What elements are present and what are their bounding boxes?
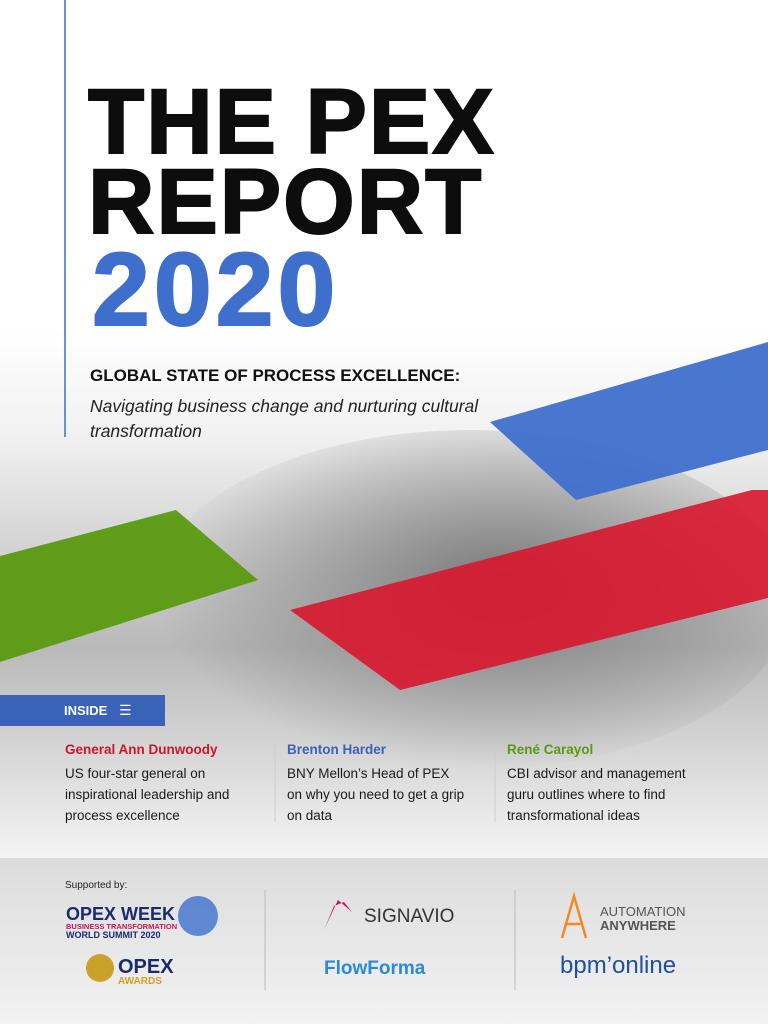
inside-item: General Ann Dunwoody US four-star genera… <box>65 742 270 826</box>
opex-awards-sub: AWARDS <box>118 976 162 987</box>
opex-week-globe <box>178 896 218 936</box>
inside-label: INSIDE <box>64 703 108 718</box>
supported-by: Supported by: <box>65 880 128 891</box>
blue-stripe <box>490 342 768 500</box>
inside-banner: INSIDE ☰ <box>0 695 165 726</box>
automation-logo: AUTOMATION <box>600 904 686 919</box>
item-text: US four-star general on inspirational le… <box>65 766 230 823</box>
title-line: THE PEX <box>87 71 496 173</box>
inside-item: René Carayol CBI advisor and management … <box>507 742 712 826</box>
item-name: Brenton Harder <box>287 742 387 757</box>
flowforma-logo: FlowForma <box>324 958 426 979</box>
inside-item: Brenton Harder BNY Mellon’s Head of PEX … <box>287 742 492 826</box>
anywhere-logo: ANYWHERE <box>600 918 676 933</box>
automation-anywhere-icon <box>560 891 588 939</box>
signavio-logo: SIGNAVIO <box>364 906 455 927</box>
green-stripe <box>0 510 258 662</box>
red-stripe <box>290 490 768 690</box>
opex-awards-icon <box>86 954 114 982</box>
title-line: REPORT <box>87 151 484 253</box>
tagline: Navigating business change and nurturing… <box>90 396 479 441</box>
item-name: René Carayol <box>507 742 594 757</box>
item-name: General Ann Dunwoody <box>65 742 218 757</box>
opex-week-sub: WORLD SUMMIT 2020 <box>66 930 161 940</box>
subtitle: GLOBAL STATE OF PROCESS EXCELLENCE: <box>90 366 461 385</box>
year: 2020 <box>91 232 340 348</box>
opex-awards-logo: OPEX <box>118 956 174 978</box>
footer-band <box>0 858 768 1024</box>
item-text: CBI advisor and management guru outlines… <box>507 766 686 823</box>
bpmonline-logo: bpm’online <box>560 952 677 979</box>
list-icon: ☰ <box>118 702 132 718</box>
opex-week-sub: BUSINESS TRANSFORMATION <box>66 922 178 931</box>
opex-week-logo: OPEX WEEK <box>66 904 176 924</box>
item-text: BNY Mellon’s Head of PEX on why you need… <box>287 766 465 823</box>
